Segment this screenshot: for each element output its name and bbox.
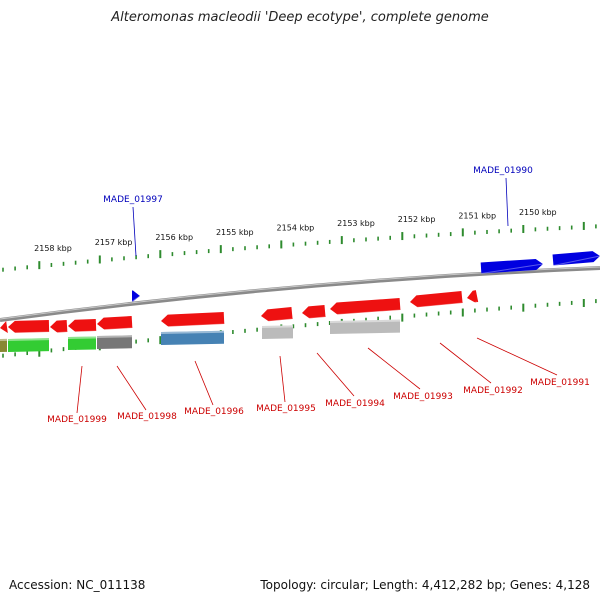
accession-text: Accession: NC_011138 xyxy=(9,578,145,592)
label-leader-line xyxy=(117,366,146,410)
gene-label[interactable]: MADE_01997 xyxy=(103,195,163,205)
cog-bar-highlight xyxy=(161,332,224,333)
gene-arrow-reverse xyxy=(68,319,96,332)
ruler-tick-label: 2153 kbp xyxy=(337,219,375,228)
gene-label[interactable]: MADE_01999 xyxy=(47,415,107,425)
gene-arrow-reverse xyxy=(8,320,49,333)
gene-arrow-reverse-shade xyxy=(50,332,67,333)
gene-labels: MADE_01990 MADE_01997 MADE_01999 MADE_01998… xyxy=(47,166,590,425)
gene-arrows xyxy=(0,251,600,334)
gene-arrow-reverse xyxy=(302,305,326,318)
gene-arrow-reverse xyxy=(0,321,8,333)
gene-label[interactable]: MADE_01995 xyxy=(256,404,316,414)
ruler-tick-label: 2151 kbp xyxy=(458,212,496,221)
gene-label[interactable]: MADE_01993 xyxy=(393,392,453,402)
label-leader-line xyxy=(133,207,136,256)
ruler-tick-label: 2155 kbp xyxy=(216,228,254,237)
cog-bar-highlight xyxy=(68,337,96,338)
gene-label[interactable]: MADE_01994 xyxy=(325,399,385,409)
cog-bar-highlight xyxy=(330,321,400,322)
topology-summary: Topology: circular; Length: 4,412,282 bp… xyxy=(260,578,590,592)
genome-backbone xyxy=(0,268,600,320)
gene-arrow-reverse-shade xyxy=(68,331,96,332)
ruler-tick-labels: 2158 kbp 2157 kbp 2156 kbp 2155 kbp 2154 kbp… xyxy=(34,208,557,253)
gene-label[interactable]: MADE_01990 xyxy=(473,166,533,176)
gene-arrow-reverse-shade xyxy=(8,332,49,333)
gene-label[interactable]: MADE_01996 xyxy=(184,407,244,417)
ruler-tick-label: 2158 kbp xyxy=(34,244,72,253)
ruler-tick-label: 2154 kbp xyxy=(277,223,315,232)
gene-arrow-reverse xyxy=(50,320,67,333)
gene-label[interactable]: MADE_01991 xyxy=(530,378,590,388)
label-leader-line xyxy=(317,353,354,396)
label-leader-line xyxy=(440,343,491,383)
ruler-tick-label: 2150 kbp xyxy=(519,208,557,217)
genome-backbone-highlight xyxy=(0,267,600,319)
ruler-tick-label: 2156 kbp xyxy=(155,233,193,242)
label-leader-line xyxy=(368,348,420,389)
gene-label[interactable]: MADE_01992 xyxy=(463,386,523,396)
cog-bar-highlight xyxy=(262,326,293,327)
ruler-tick-label: 2157 kbp xyxy=(95,238,133,247)
gene-arrow-reverse xyxy=(410,291,463,307)
gene-label[interactable]: MADE_01998 xyxy=(117,412,177,422)
gene-arrow-reverse xyxy=(97,316,132,330)
gene-arrow-reverse xyxy=(467,290,478,302)
gene-arrow-reverse-shade xyxy=(0,333,7,334)
gene-arrow-forward xyxy=(553,251,600,265)
label-leader-line xyxy=(280,356,285,402)
gene-arrow-reverse-shade xyxy=(467,302,477,304)
label-leader-line xyxy=(477,338,557,375)
cog-bar-highlight xyxy=(8,339,49,340)
ruler-tick-label: 2152 kbp xyxy=(398,215,436,224)
label-leader-line xyxy=(506,178,508,226)
gene-arrow-made-01997 xyxy=(132,291,140,302)
label-leader-line xyxy=(77,366,82,413)
cog-bar-highlight xyxy=(97,336,132,337)
map-title: Alteromonas macleodii 'Deep ecotype', co… xyxy=(0,10,600,25)
label-leader-line xyxy=(195,361,213,405)
